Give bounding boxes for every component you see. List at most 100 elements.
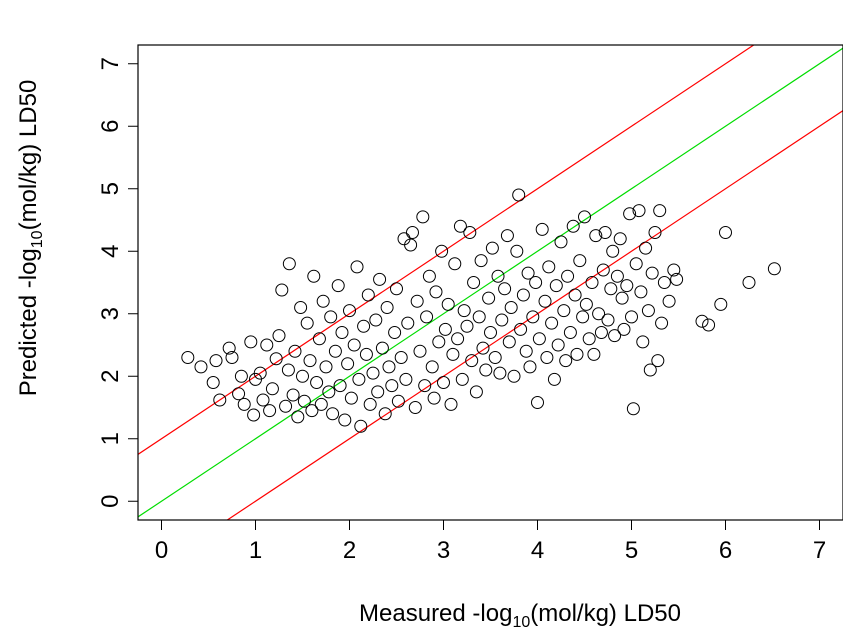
data-point [526, 310, 540, 324]
data-point [194, 360, 208, 374]
reference-line-1 [138, 45, 755, 456]
x-tick-label: 1 [249, 537, 262, 564]
data-point [286, 388, 300, 402]
data-point [547, 372, 561, 386]
data-point [585, 276, 599, 289]
data-point [354, 419, 368, 433]
data-point [559, 354, 573, 368]
data-point [767, 262, 781, 276]
data-point [523, 360, 537, 374]
data-point [333, 379, 347, 393]
data-point [269, 352, 283, 366]
data-point [589, 229, 603, 243]
data-point [296, 369, 309, 383]
data-point [657, 276, 671, 289]
data-point [532, 332, 546, 346]
x-tick-label: 4 [531, 537, 544, 564]
data-point [427, 391, 441, 405]
data-point [615, 291, 629, 305]
data-point [444, 397, 458, 411]
data-point [390, 282, 403, 296]
data-point [639, 241, 653, 255]
data-point [538, 294, 552, 308]
data-point [307, 269, 321, 283]
data-point [643, 363, 657, 377]
data-point [281, 363, 295, 377]
data-point [316, 294, 330, 308]
data-point [222, 341, 236, 355]
data-point [474, 254, 488, 268]
data-point [476, 341, 490, 355]
data-point [312, 332, 326, 346]
data-point [493, 366, 507, 380]
data-point [645, 266, 659, 280]
data-point [416, 210, 430, 224]
x-tick-label: 6 [719, 537, 732, 564]
data-point [519, 344, 533, 358]
data-point [319, 360, 333, 374]
data-point [247, 408, 261, 422]
data-point [397, 232, 411, 246]
data-point [209, 354, 223, 368]
y-axis: 0 1 2 3 4 5 6 7 [97, 57, 138, 508]
reference-line-2 [226, 109, 843, 520]
data-point [608, 329, 622, 343]
data-point [232, 387, 246, 401]
data-point [310, 376, 324, 389]
data-point [670, 272, 684, 286]
data-point [667, 263, 681, 277]
data-point [206, 376, 220, 389]
data-point [568, 288, 582, 302]
data-point [542, 260, 556, 274]
data-point [300, 316, 314, 330]
data-point [382, 360, 396, 374]
data-point [441, 297, 455, 311]
data-point [465, 354, 479, 368]
data-point [378, 407, 392, 421]
data-point [260, 338, 274, 352]
data-point [326, 407, 340, 421]
data-point [625, 310, 638, 324]
data-point [335, 326, 349, 339]
data-point [491, 269, 505, 283]
data-point [632, 204, 646, 218]
data-point [291, 410, 305, 424]
data-point [695, 314, 709, 328]
data-point [606, 244, 620, 258]
data-point [485, 241, 499, 255]
reference-line-0 [138, 47, 843, 518]
data-point [361, 288, 375, 302]
data-point [529, 276, 543, 289]
data-point [479, 363, 493, 377]
x-tick-label: 3 [437, 537, 450, 564]
data-point [344, 391, 358, 405]
data-point [540, 351, 554, 364]
data-point [510, 244, 524, 258]
data-point [425, 360, 439, 374]
data-point [702, 318, 716, 332]
data-point [598, 226, 612, 239]
data-point [438, 322, 452, 336]
data-point [514, 322, 528, 336]
data-point [482, 291, 496, 305]
data-point [357, 319, 371, 333]
data-point [549, 279, 563, 293]
data-point [455, 372, 469, 386]
data-point [388, 326, 402, 339]
data-point [655, 316, 669, 330]
data-point [451, 332, 465, 346]
x-tick-label: 5 [625, 537, 638, 564]
data-point [507, 369, 521, 383]
data-point [576, 310, 590, 324]
data-point [495, 313, 509, 327]
data-point [391, 394, 405, 408]
y-tick-label: 4 [97, 245, 124, 258]
data-point [521, 266, 535, 280]
data-point [437, 376, 450, 389]
data-point [460, 319, 474, 333]
data-point [328, 344, 342, 358]
data-point [446, 347, 460, 361]
data-point [305, 404, 319, 418]
data-point [634, 285, 648, 299]
data-point [394, 351, 408, 364]
